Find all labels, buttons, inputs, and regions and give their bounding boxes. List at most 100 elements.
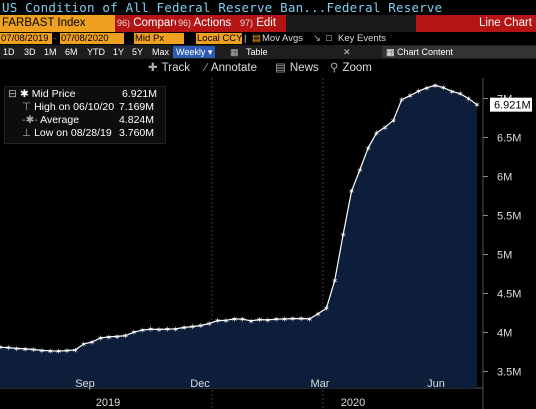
price-marker: ✶ xyxy=(181,323,188,332)
currency-select[interactable]: Local CCY xyxy=(196,33,242,44)
price-marker: ✶ xyxy=(415,87,422,96)
period-5y[interactable]: 5Y xyxy=(132,47,144,57)
period-max[interactable]: Max xyxy=(152,47,170,57)
price-marker: ✶ xyxy=(156,325,163,334)
period-ytd[interactable]: YTD xyxy=(87,47,105,57)
track-button[interactable]: ✚ Track xyxy=(148,59,190,78)
period-6m[interactable]: 6M xyxy=(65,47,78,57)
price-markers: ✶ ✶ ✶ ✶ ✶ ✶ ✶ ✶ ✶ ✶✶ ✶ ✶ ✶ ✶ ✶ ✶ ✶ ✶ ✶ ✶ ✶ ✶ ✶ ✶ ✶ ✶ ✶ ✶ ✶ ✶ ✶ ✶ ✶ ✶ ✶ ✶ ✶✶✶… xyxy=(0,81,480,356)
mov-avgs-dropdown-icon[interactable]: ↘ xyxy=(313,33,321,44)
period-1d[interactable]: 1D xyxy=(3,47,15,57)
chart-content-button[interactable]: ▦ Chart Content xyxy=(382,46,536,58)
legend-average-row: -✱- Average 4.824M xyxy=(22,114,180,127)
price-marker: ✶ xyxy=(432,81,439,90)
window-title-bar: US Condition of All Federal Reserve Ban.… xyxy=(0,0,536,15)
price-marker: ✶ xyxy=(449,87,456,96)
frequency-select[interactable]: Weekly ▾ xyxy=(173,46,216,58)
pencil-icon: ∕ xyxy=(205,62,207,74)
annotate-button[interactable]: ∕ Annotate xyxy=(205,59,257,78)
zoom-button[interactable]: ⚲ Zoom xyxy=(330,59,372,78)
y-tick-label: 5.5M xyxy=(497,211,521,223)
price-marker: ✶ xyxy=(423,84,430,93)
start-date-field[interactable]: 07/08/2019 xyxy=(0,33,52,44)
chart-type-label[interactable]: Line Chart xyxy=(416,15,536,32)
compare-label: Compare xyxy=(133,17,181,29)
legend-high-row: ⊤ High on 06/10/20 7.169M xyxy=(22,101,180,114)
price-marker: ✶ xyxy=(281,315,288,324)
price-marker: ✶ xyxy=(264,316,271,325)
legend-low-value: 3.760M xyxy=(119,127,155,139)
price-marker: ✶ xyxy=(139,326,146,335)
price-marker: ✶ xyxy=(457,90,464,99)
price-marker: ✶ xyxy=(356,166,363,175)
mov-avgs-button[interactable]: Mov Avgs xyxy=(262,33,304,44)
period-3d[interactable]: 3D xyxy=(24,47,36,57)
news-label: News xyxy=(289,62,319,74)
chart-content-label: Chart Content xyxy=(397,47,454,57)
window-title: US Condition of All Federal Reserve Ban.… xyxy=(2,0,443,15)
legend-high-label: High on 06/10/20 xyxy=(34,101,115,113)
price-chart[interactable]: ✶ ✶ ✶ ✶ ✶ ✶ ✶ ✶ ✶ ✶✶ ✶ ✶ ✶ ✶ ✶ ✶ ✶ ✶ ✶ ✶ ✶ ✶ ✶ ✶ ✶ ✶ ✶ ✶ ✶ ✶ ✶ ✶ ✶ ✶ ✶ ✶ ✶✶✶… xyxy=(0,78,536,409)
edit-number: 97) xyxy=(240,18,254,28)
chart-tools-bar: ✚ Track ∕ Annotate ▤ News ⚲ Zoom xyxy=(0,59,536,78)
y-tick-label: 4M xyxy=(497,328,512,340)
edit-button[interactable]: 97) Edit xyxy=(238,15,286,32)
collapse-icon[interactable]: ⊟ xyxy=(8,88,17,100)
price-marker: ✶ xyxy=(47,347,54,356)
ticker-field[interactable]: FARBAST Index xyxy=(0,15,115,32)
price-marker: ✶ xyxy=(214,317,221,326)
period-bar: 1D 3D 1M 6M YTD 1Y 5Y Max Weekly ▾ ▦ Tab… xyxy=(0,45,536,59)
price-marker: ✶ xyxy=(323,304,330,313)
y-tick-label: 4.5M xyxy=(497,289,521,301)
legend-mid-value: 6.921M xyxy=(122,88,158,100)
last-value-text: 6.921M xyxy=(494,100,531,112)
price-field-select[interactable]: Mid Px xyxy=(134,33,184,44)
annotate-label: Annotate xyxy=(210,62,257,74)
price-marker: ✶ xyxy=(97,334,104,343)
settings-divider: | xyxy=(244,33,247,44)
key-events-label[interactable]: Key Events xyxy=(338,33,387,44)
news-button[interactable]: ▤ News xyxy=(275,59,319,78)
period-1m[interactable]: 1M xyxy=(44,47,57,57)
price-marker: ✶ xyxy=(306,315,313,324)
price-marker: ✶ xyxy=(239,315,246,324)
x-month-label: Dec xyxy=(190,378,210,390)
price-marker: ✶ xyxy=(5,344,12,353)
price-marker: ✶ xyxy=(72,346,79,355)
price-marker: ✶ xyxy=(390,116,397,125)
key-events-checkbox[interactable]: □ xyxy=(326,33,332,44)
price-marker: ✶ xyxy=(80,340,87,349)
x-axis-labels: Sep Dec Mar Jun 2019 2020 xyxy=(75,378,445,409)
price-marker: ✶ xyxy=(273,315,280,324)
last-value-tag: 6.921M xyxy=(490,97,532,112)
price-marker: ✶ xyxy=(407,92,414,101)
period-1y[interactable]: 1Y xyxy=(113,47,125,57)
price-marker: ✶ xyxy=(147,325,154,334)
x-year-label: 2019 xyxy=(96,397,120,409)
y-tick-label: 6M xyxy=(497,172,512,184)
price-marker: ✶ xyxy=(172,325,179,334)
price-marker: ✶ xyxy=(315,310,322,319)
actions-button[interactable]: 96) Actions xyxy=(176,15,241,32)
settings-bar: 07/08/2019 - 07/08/2020 Mid Px Local CCY… xyxy=(0,32,536,45)
actions-number: 96) xyxy=(178,18,192,28)
actions-label: Actions xyxy=(193,17,232,29)
chart-content-icon: ▦ xyxy=(386,47,395,57)
price-marker: ✶ xyxy=(331,277,338,286)
high-marker-icon: ⊤ xyxy=(22,101,32,113)
price-marker: ✶ xyxy=(290,315,297,324)
legend-high-value: 7.169M xyxy=(119,101,155,113)
table-icon: ▦ xyxy=(230,47,239,57)
close-icon[interactable]: ✕ xyxy=(343,47,351,57)
legend-panel: ⊟ ✱ Mid Price 6.921M ⊤ High on 06/10/20 7.1… xyxy=(4,86,166,144)
end-date-field[interactable]: 07/08/2020 xyxy=(60,33,124,44)
price-marker: ✶ xyxy=(231,315,238,324)
compare-number: 96) xyxy=(117,18,131,28)
average-marker-icon: -✱- xyxy=(22,114,38,126)
price-marker: ✶ xyxy=(256,316,263,325)
table-button[interactable]: Table xyxy=(246,47,268,57)
price-marker: ✶ xyxy=(89,338,96,347)
price-marker: ✶ xyxy=(114,332,121,341)
price-line xyxy=(0,84,478,352)
